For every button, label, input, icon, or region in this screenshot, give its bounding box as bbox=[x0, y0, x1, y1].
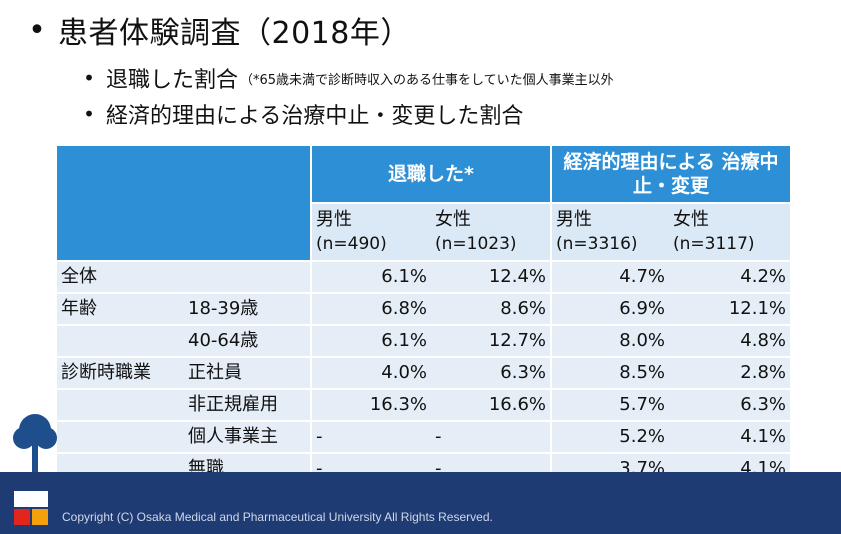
subheader-cell: 男性 (n=490) bbox=[310, 203, 431, 262]
subheader-n: (n=490) bbox=[316, 234, 387, 254]
value-cell: 8.5% bbox=[550, 357, 669, 390]
row-category bbox=[57, 421, 184, 454]
value-cell: 6.3% bbox=[669, 389, 791, 422]
row-subcategory: 18-39歳 bbox=[184, 293, 311, 326]
bullet-icon: • bbox=[83, 102, 95, 126]
subheader-label: 男性 bbox=[556, 209, 592, 230]
value-cell: 8.0% bbox=[550, 325, 669, 358]
value-cell: 12.1% bbox=[669, 293, 791, 326]
header-corner bbox=[57, 146, 311, 262]
value-cell: 16.6% bbox=[431, 389, 551, 422]
row-category: 年齢 bbox=[57, 293, 184, 326]
tree-icon bbox=[13, 414, 57, 474]
table-row: 非正規雇用 16.3% 16.6% 5.7% 6.3% bbox=[57, 389, 791, 422]
value-cell: - bbox=[431, 421, 551, 454]
bullet-text: 退職した割合 bbox=[106, 68, 239, 93]
value-cell: 4.7% bbox=[550, 261, 669, 294]
value-cell: 16.3% bbox=[310, 389, 431, 422]
footer-bar: Copyright (C) Osaka Medical and Pharmace… bbox=[0, 472, 841, 534]
value-cell: 8.6% bbox=[431, 293, 551, 326]
subheader-label: 女性 bbox=[673, 209, 709, 230]
subheader-cell: 女性 (n=3117) bbox=[669, 203, 791, 262]
subheader-n: (n=3117) bbox=[673, 234, 755, 254]
row-subcategory: 個人事業主 bbox=[184, 421, 311, 454]
value-cell: 4.1% bbox=[669, 421, 791, 454]
bullet-note: （*65歳未満で診断時収入のある仕事をしていた個人事業主以外 bbox=[240, 72, 614, 88]
university-logo-icon bbox=[14, 491, 48, 525]
row-subcategory bbox=[184, 261, 311, 294]
value-cell: 6.3% bbox=[431, 357, 551, 390]
group-header-treatment: 経済的理由による 治療中止・変更 bbox=[549, 146, 791, 204]
row-category bbox=[57, 325, 184, 358]
value-cell: 6.1% bbox=[310, 325, 431, 358]
value-cell: 4.0% bbox=[310, 357, 431, 390]
subheader-n: (n=3316) bbox=[556, 234, 638, 254]
survey-table: 退職した* 経済的理由による 治療中止・変更 男性 (n=490) 女性 (n=… bbox=[57, 146, 791, 486]
value-cell: 2.8% bbox=[669, 357, 791, 390]
row-category bbox=[57, 389, 184, 422]
subheader-label: 女性 bbox=[435, 209, 471, 230]
value-cell: 12.7% bbox=[431, 325, 551, 358]
row-category: 全体 bbox=[57, 261, 184, 294]
value-cell: 6.8% bbox=[310, 293, 431, 326]
subheader-label: 男性 bbox=[316, 209, 352, 230]
row-category: 診断時職業 bbox=[57, 357, 184, 390]
subheader-n: (n=1023) bbox=[435, 234, 517, 254]
row-subcategory: 正社員 bbox=[184, 357, 311, 390]
bullet-icon: • bbox=[83, 66, 95, 90]
value-cell: 5.7% bbox=[550, 389, 669, 422]
value-cell: 5.2% bbox=[550, 421, 669, 454]
table-row: 40-64歳 6.1% 12.7% 8.0% 4.8% bbox=[57, 325, 791, 358]
subheader-cell: 男性 (n=3316) bbox=[550, 203, 669, 262]
bullet-retirement: • 退職した割合 （*65歳未満で診断時収入のある仕事をしていた個人事業主以外 bbox=[78, 60, 841, 96]
subheader-row: 男性 (n=490) 女性 (n=1023) 男性 (n=3316) 女性 (n… bbox=[57, 203, 791, 262]
slide-title-text: 患者体験調査（2018年） bbox=[58, 16, 411, 51]
value-cell: - bbox=[310, 421, 431, 454]
slide-title: • 患者体験調査（2018年） bbox=[22, 6, 411, 54]
table-row: 診断時職業 正社員 4.0% 6.3% 8.5% 2.8% bbox=[57, 357, 791, 390]
bullet-text: 経済的理由による治療中止・変更した割合 bbox=[106, 104, 524, 129]
table-row: 全体 6.1% 12.4% 4.7% 4.2% bbox=[57, 261, 791, 294]
table-row: 年齢 18-39歳 6.8% 8.6% 6.9% 12.1% bbox=[57, 293, 791, 326]
bullet-icon: • bbox=[28, 12, 46, 48]
value-cell: 4.8% bbox=[669, 325, 791, 358]
table-row: 個人事業主 - - 5.2% 4.1% bbox=[57, 421, 791, 454]
bullet-treatment-change: • 経済的理由による治療中止・変更した割合 bbox=[78, 96, 523, 132]
copyright-text: Copyright (C) Osaka Medical and Pharmace… bbox=[62, 510, 493, 524]
group-header-row: 退職した* 経済的理由による 治療中止・変更 bbox=[57, 146, 791, 262]
row-subcategory: 40-64歳 bbox=[184, 325, 311, 358]
value-cell: 4.2% bbox=[669, 261, 791, 294]
value-cell: 6.1% bbox=[310, 261, 431, 294]
value-cell: 12.4% bbox=[431, 261, 551, 294]
subheader-cell: 女性 (n=1023) bbox=[431, 203, 551, 262]
group-header-retired: 退職した* bbox=[310, 146, 551, 204]
row-subcategory: 非正規雇用 bbox=[184, 389, 311, 422]
value-cell: 6.9% bbox=[550, 293, 669, 326]
